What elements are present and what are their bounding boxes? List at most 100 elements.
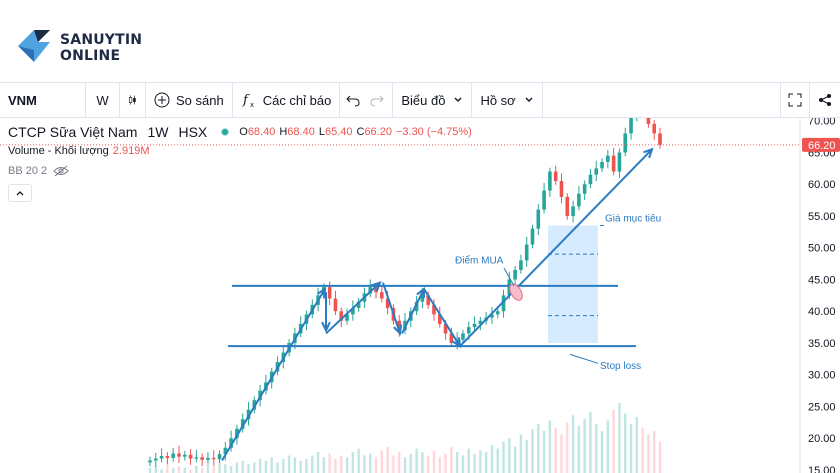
candle-body <box>159 456 164 459</box>
candle-body <box>513 269 517 280</box>
candle-body <box>165 456 170 458</box>
candle-body <box>565 196 570 216</box>
change-value: −3.30 (−4.75%) <box>395 126 472 138</box>
volume-bar <box>525 439 528 473</box>
volume-bar <box>566 422 569 473</box>
candle-body <box>351 308 355 315</box>
chart-type-dropdown[interactable]: Biểu đồ <box>393 82 473 118</box>
volume-bar <box>542 431 546 473</box>
bb-indicator-legend[interactable]: BB 20 2 <box>8 165 69 177</box>
symbol-search-button[interactable]: VNM <box>0 82 86 118</box>
candle-body <box>420 295 425 302</box>
price-chart[interactable]: 70.00 65.00 60.00 55.00 50.00 45.00 40.00 35.00… <box>0 118 840 473</box>
candle-body <box>211 457 216 460</box>
candle-body <box>548 171 552 191</box>
candle-body <box>553 171 558 182</box>
candle-body <box>623 133 628 153</box>
market-status-icon <box>221 128 230 136</box>
volume-bar <box>519 434 523 473</box>
volume-bar <box>305 459 308 473</box>
candle-body <box>397 320 402 331</box>
candle-body <box>542 190 546 210</box>
volume-bar <box>183 467 186 473</box>
candle-body <box>617 152 622 172</box>
chart-canvas[interactable]: 70.0065.0060.0055.0050.0045.0040.0035.00… <box>0 118 840 473</box>
fullscreen-button[interactable] <box>780 82 810 118</box>
volume-bar <box>635 417 639 473</box>
uptrend-arrow <box>221 288 326 461</box>
redo-button[interactable] <box>366 82 394 118</box>
volume-bar <box>641 427 644 473</box>
candle-body <box>177 453 181 457</box>
logo-text: SANUYTIN ONLINE <box>60 32 143 64</box>
volume-bar <box>479 450 482 473</box>
swing-arrow <box>325 281 381 335</box>
volume-bar <box>218 462 221 473</box>
collapse-legend-button[interactable] <box>8 184 32 202</box>
high-value: 68.40 <box>287 126 315 138</box>
volume-bar <box>658 441 662 473</box>
volume-bar <box>345 457 349 473</box>
candle-body <box>380 292 384 299</box>
candle-body <box>658 133 662 145</box>
candle-body <box>606 155 610 162</box>
candle-body <box>426 295 430 305</box>
volume-bar <box>600 431 604 473</box>
undo-button[interactable] <box>340 82 366 118</box>
volume-bar <box>421 452 424 473</box>
volume-bar <box>595 424 598 473</box>
candle-body <box>594 168 599 175</box>
candle-body <box>368 287 373 294</box>
volume-bar <box>177 466 181 473</box>
candle-body <box>374 287 378 293</box>
volume-bar <box>618 403 621 473</box>
interval-button[interactable]: W <box>86 82 120 118</box>
buy-point-label: Điểm MUA <box>455 255 504 267</box>
share-icon <box>819 94 831 106</box>
volume-bar <box>311 455 314 473</box>
swing-arrow-head <box>393 324 403 336</box>
current-price-tag <box>802 137 840 152</box>
breakout-arrow-head <box>643 147 654 159</box>
share-button[interactable] <box>810 82 840 118</box>
volume-bar <box>195 466 198 473</box>
volume-bar <box>247 464 250 473</box>
volume-bar <box>235 462 239 473</box>
price-tick-label: 50.00 <box>808 243 836 255</box>
candle-body <box>356 301 361 309</box>
target-label: Giá mục tiêu <box>605 214 661 225</box>
bar-style-button[interactable] <box>120 82 146 118</box>
profile-dropdown[interactable]: Hồ sơ <box>472 82 543 118</box>
candle-body <box>588 174 593 185</box>
svg-text:x: x <box>250 101 254 108</box>
compare-button[interactable]: So sánh <box>146 82 233 118</box>
breakout-arrow <box>459 148 653 347</box>
volume-bar <box>299 460 302 473</box>
eye-hidden-icon[interactable] <box>53 165 69 177</box>
candle-body <box>171 453 175 458</box>
price-tick-label: 70.00 <box>808 118 836 128</box>
volume-bar <box>455 452 459 473</box>
candle-body <box>437 314 442 324</box>
volume-bar <box>322 457 326 473</box>
candle-body <box>577 193 581 207</box>
volume-bar <box>171 467 175 473</box>
candle-body <box>472 323 477 328</box>
price-tick-label: 30.00 <box>808 370 836 382</box>
close-value: 66.20 <box>364 126 392 138</box>
candle-body <box>652 123 657 134</box>
candle-body <box>495 311 500 315</box>
volume-bar <box>583 418 586 473</box>
swing-arrow <box>382 282 401 334</box>
candle-body <box>478 320 483 324</box>
volume-bar <box>200 467 204 473</box>
volume-bar <box>612 410 615 473</box>
volume-bar <box>629 424 633 473</box>
volume-bar <box>560 434 563 473</box>
plus-circle-icon <box>154 92 170 108</box>
candle-body <box>327 287 332 299</box>
uptrend-arrow-head <box>316 287 327 299</box>
volume-bar <box>380 450 384 473</box>
price-tick-label: 25.00 <box>808 401 836 413</box>
